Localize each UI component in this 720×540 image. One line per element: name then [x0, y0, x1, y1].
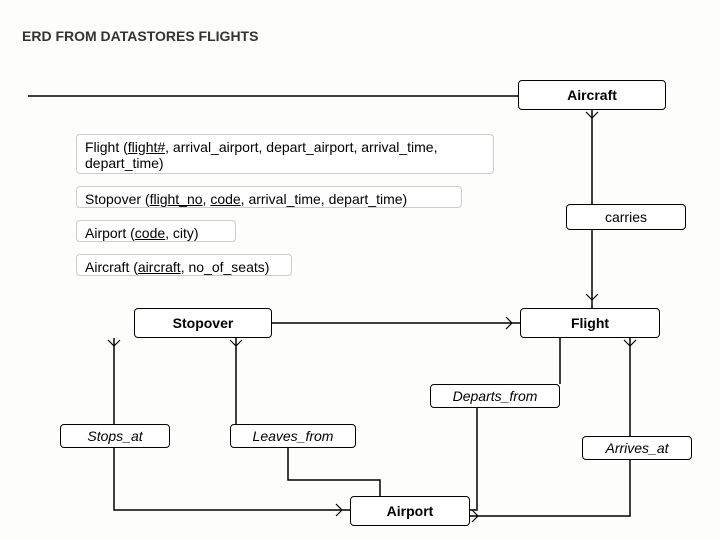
rel-carries-label: carries: [605, 209, 647, 225]
schema-aircraft-rest: , no_of_seats): [181, 259, 270, 275]
entity-flight: Flight: [520, 308, 660, 338]
rel-arrives-at-label: Arrives_at: [605, 440, 668, 456]
rel-carries: carries: [566, 204, 686, 230]
rel-departs-from-label: Departs_from: [453, 388, 538, 404]
entity-flight-label: Flight: [571, 315, 609, 331]
rel-arrives-at: Arrives_at: [582, 436, 692, 460]
schema-stopover-pre: Stopover (: [85, 191, 150, 207]
schema-aircraft-key: aircraft: [138, 259, 181, 275]
rel-departs-from: Departs_from: [430, 384, 560, 408]
entity-airport: Airport: [350, 496, 470, 526]
schema-airport-pre: Airport (: [85, 225, 135, 241]
schema-aircraft: Aircraft (aircraft, no_of_seats): [76, 254, 292, 276]
schema-flight-pre: Flight (: [85, 139, 128, 155]
schema-airport-rest: , city): [165, 225, 198, 241]
rel-leaves-from-label: Leaves_from: [253, 428, 334, 444]
entity-stopover: Stopover: [134, 308, 272, 338]
schema-airport: Airport (code, city): [76, 220, 236, 242]
entity-aircraft: Aircraft: [518, 80, 666, 110]
entity-aircraft-label: Aircraft: [567, 87, 617, 103]
schema-airport-key: code: [135, 225, 165, 241]
rel-leaves-from: Leaves_from: [230, 424, 356, 448]
schema-stopover-key1: flight_no: [150, 191, 203, 207]
entity-airport-label: Airport: [387, 503, 434, 519]
schema-flight-key: flight#,: [128, 139, 169, 155]
page-title: ERD FROM DATASTORES FLIGHTS: [22, 28, 258, 44]
schema-aircraft-pre: Aircraft (: [85, 259, 138, 275]
rel-stops-at: Stops_at: [60, 424, 170, 448]
entity-stopover-label: Stopover: [173, 315, 234, 331]
rel-stops-at-label: Stops_at: [87, 428, 142, 444]
schema-flight: Flight (flight#, arrival_airport, depart…: [76, 134, 494, 174]
schema-stopover-key2: code: [210, 191, 240, 207]
schema-stopover-rest: , arrival_time, depart_time): [241, 191, 408, 207]
schema-stopover: Stopover (flight_no, code, arrival_time,…: [76, 186, 462, 208]
